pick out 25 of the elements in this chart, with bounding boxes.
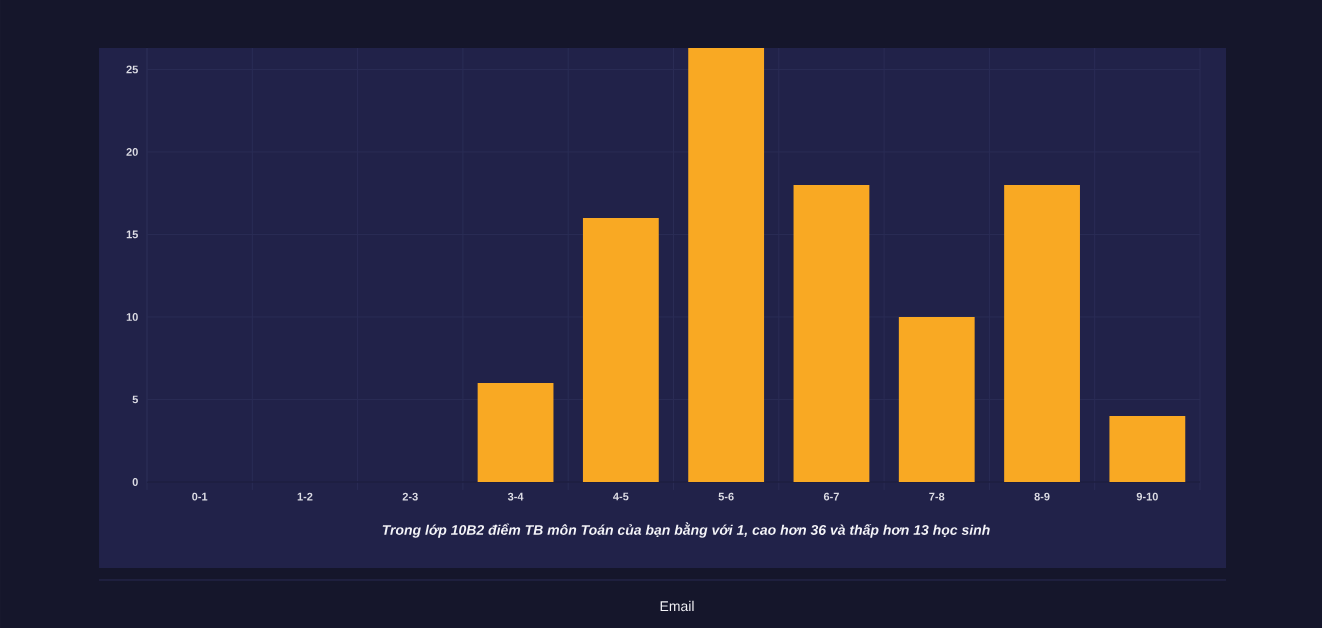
y-tick-label: 5	[132, 395, 138, 404]
x-tick-label: 2-3	[402, 492, 418, 501]
x-tick-label: 1-2	[297, 492, 313, 501]
x-tick-label: 3-4	[507, 492, 524, 501]
bar	[582, 217, 659, 482]
bar	[688, 48, 765, 482]
bar	[477, 382, 554, 482]
bar	[1109, 415, 1186, 482]
bar	[898, 316, 975, 482]
bar	[1004, 184, 1080, 482]
text: Email	[660, 600, 694, 612]
x-tick-label: 9-10	[1136, 492, 1158, 501]
x-tick-label: 8-9	[1034, 492, 1050, 501]
x-tick-label: 7-8	[929, 492, 945, 501]
y-tick-label: 25	[126, 65, 138, 74]
y-tick-label: 10	[126, 313, 138, 321]
x-tick-label: 0-1	[192, 492, 208, 501]
x-tick-label: 5-6	[718, 492, 734, 501]
y-tick-label: 0	[132, 478, 138, 486]
bar	[793, 184, 870, 482]
x-tick-label: 6-7	[823, 492, 839, 501]
y-tick-label: 20	[126, 148, 138, 156]
text: Trong lớp 10B2 điểm TB môn Toán của bạn bằng với 1, cao hơn 36 và thấp hơn 13 học sinh	[382, 522, 990, 538]
x-tick-label: 4-5	[613, 492, 629, 501]
y-tick-label: 15	[126, 230, 138, 239]
